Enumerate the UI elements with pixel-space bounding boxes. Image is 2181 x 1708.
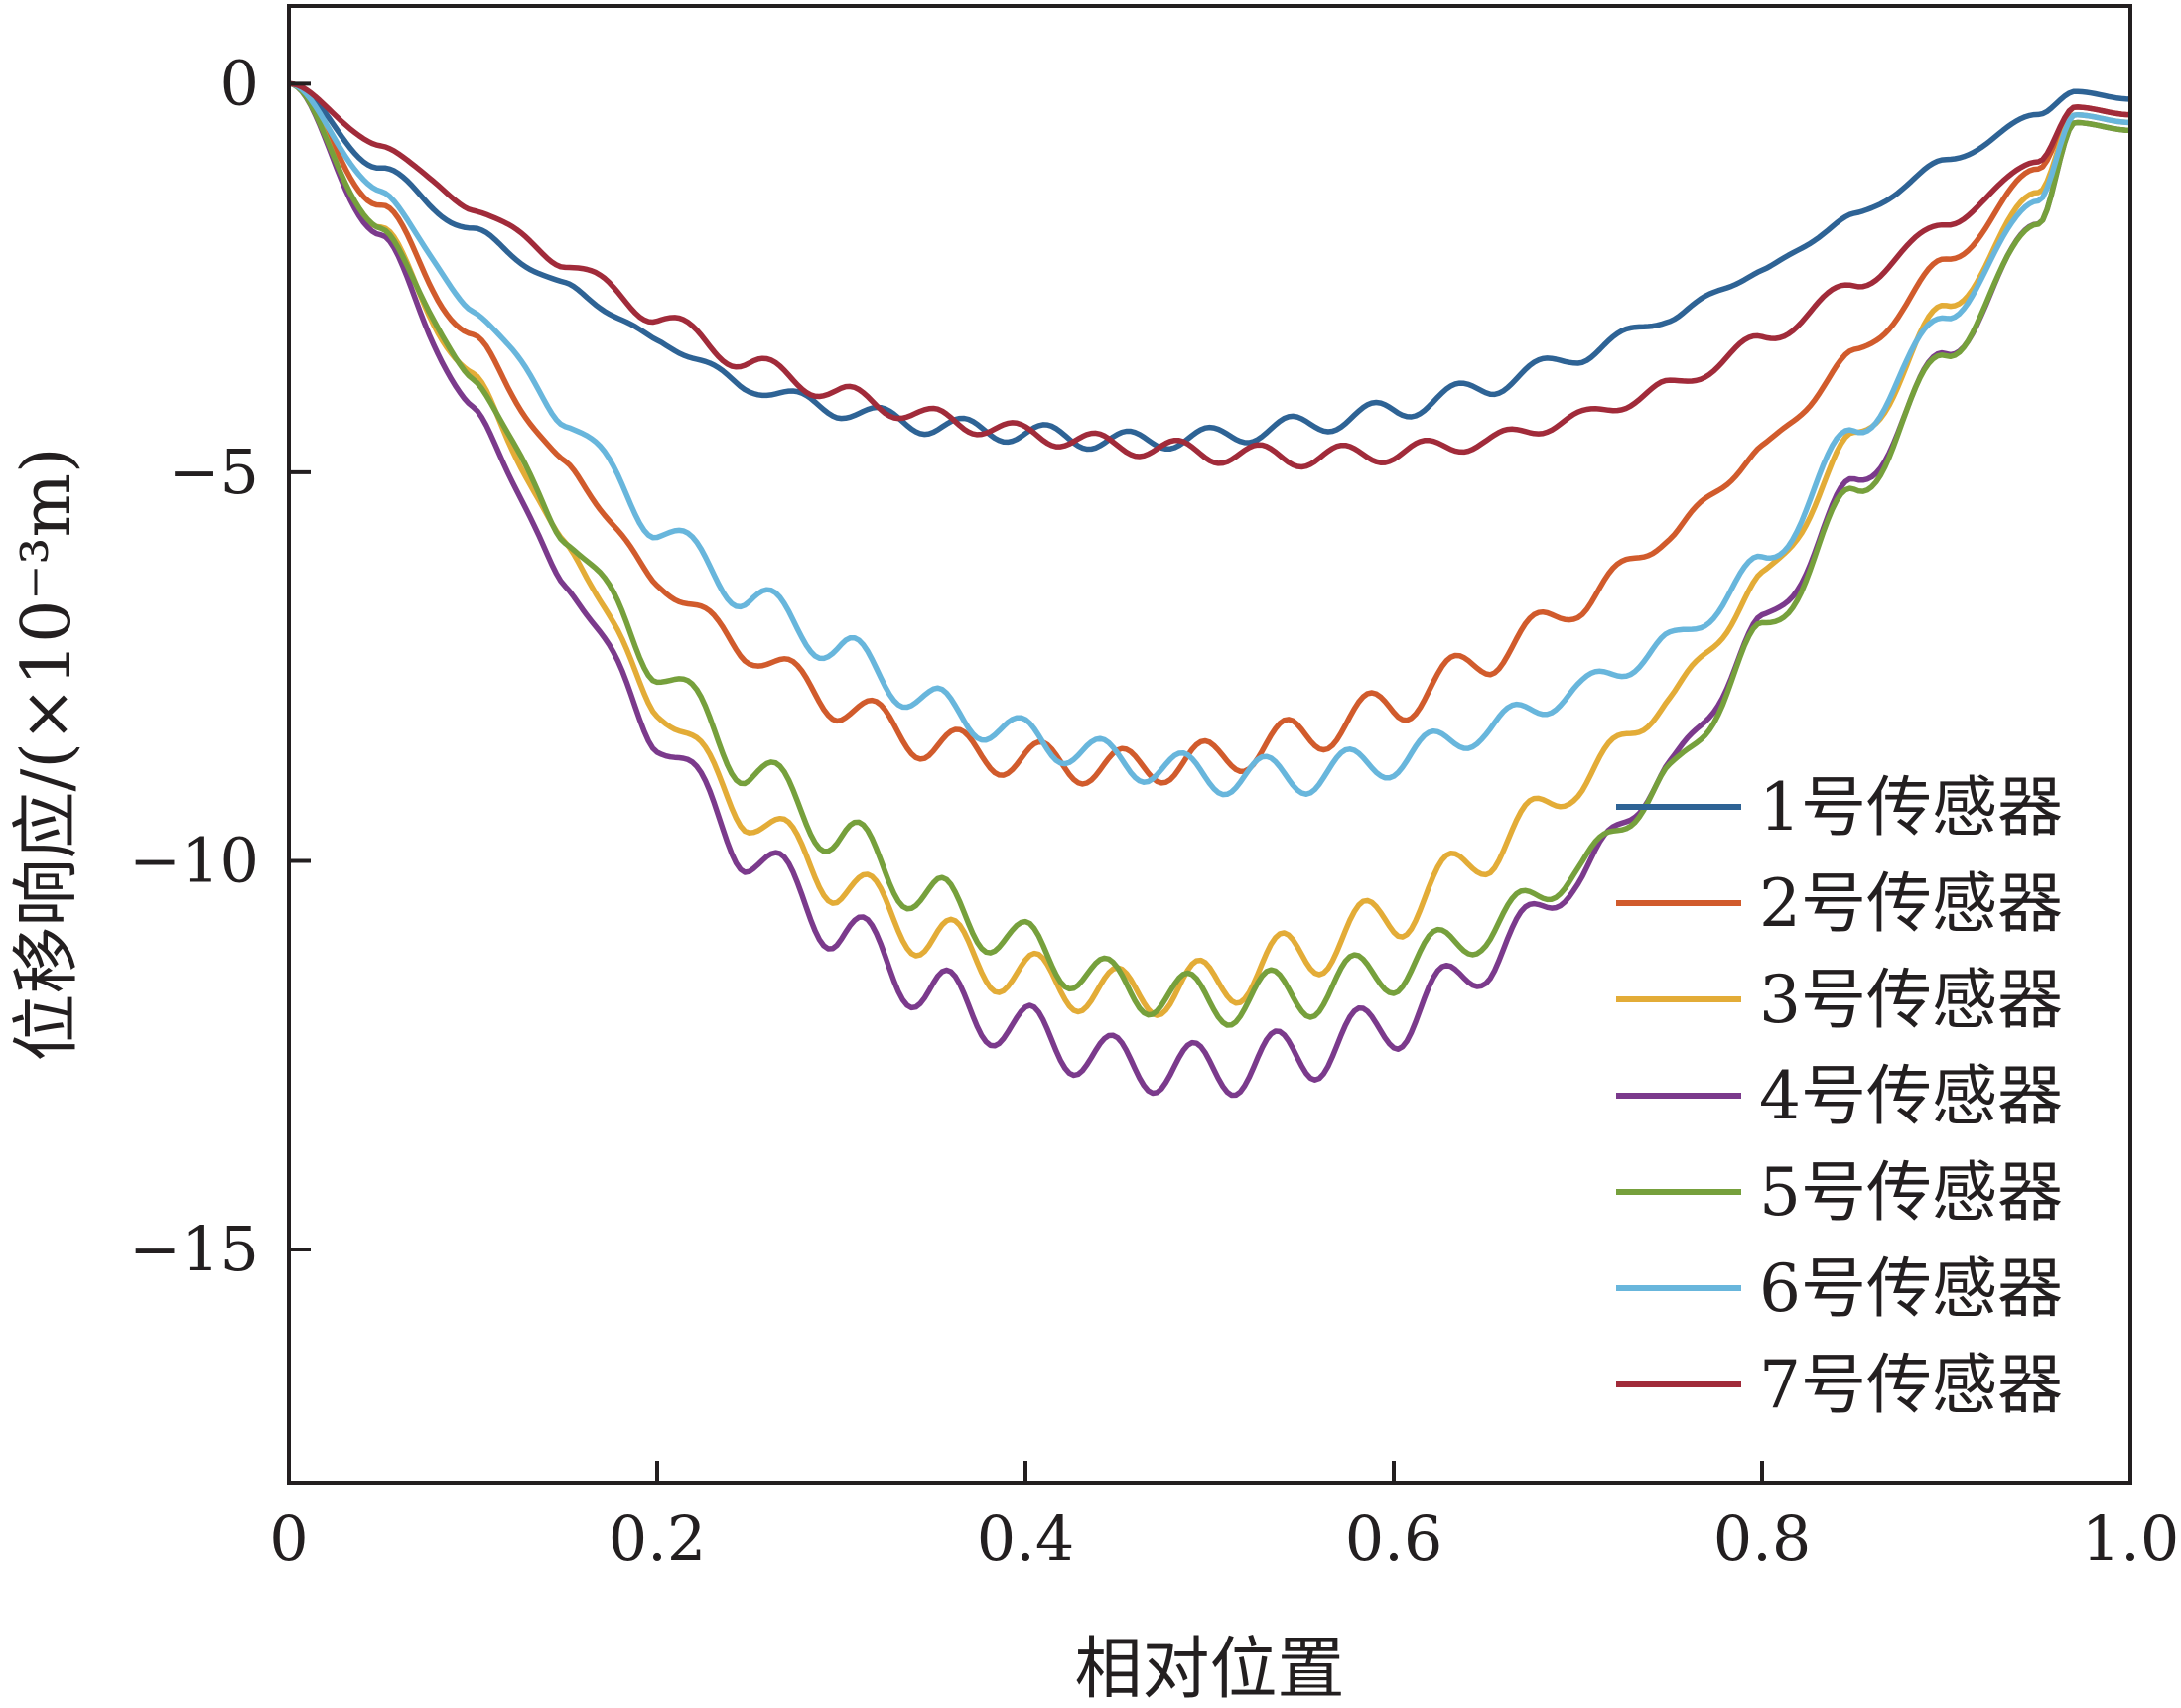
series-line [288, 80, 2131, 1099]
series-line [288, 80, 2131, 798]
legend-label: 1号传感器 [1759, 769, 2063, 846]
x-tick-label: 1.0 [2082, 1503, 2180, 1575]
series-line [288, 80, 2131, 787]
y-tick-label: −15 [129, 1213, 259, 1285]
series-layer [288, 80, 2131, 1099]
series-line [288, 80, 2131, 470]
legend-label: 6号传感器 [1759, 1250, 2063, 1327]
legend-label: 3号传感器 [1759, 962, 2063, 1038]
series-line [288, 80, 2131, 1018]
series-line [288, 80, 2131, 1028]
x-tick-label: 0 [269, 1503, 308, 1575]
legend-label: 4号传感器 [1759, 1058, 2063, 1134]
series-line [288, 80, 2131, 453]
x-tick-label: 0.6 [1345, 1503, 1443, 1575]
y-axis-title: 位移响应/(×10⁻³m) [8, 447, 86, 1061]
axis-ticks: 0 0.2 0.4 0.6 0.8 1.0 0 −5 −10 −15 [129, 47, 2179, 1575]
x-tick-label: 0.4 [977, 1503, 1075, 1575]
plot-area-frame [287, 4, 2132, 1485]
x-tick-label: 0.2 [609, 1503, 707, 1575]
x-tick-label: 0.8 [1713, 1503, 1812, 1575]
legend-label: 5号传感器 [1759, 1154, 2063, 1231]
y-tick-label: −10 [129, 824, 259, 896]
y-tick-label: 0 [220, 47, 259, 119]
x-axis-title: 相对位置 [1074, 1631, 1344, 1708]
y-tick-label: −5 [169, 436, 259, 508]
legend-label: 2号传感器 [1759, 865, 2063, 942]
legend-label: 7号传感器 [1759, 1347, 2063, 1423]
legend: 1号传感器 2号传感器 3号传感器 4号传感器 5号传感器 6号传感器 7号传感器 [1616, 769, 2063, 1423]
